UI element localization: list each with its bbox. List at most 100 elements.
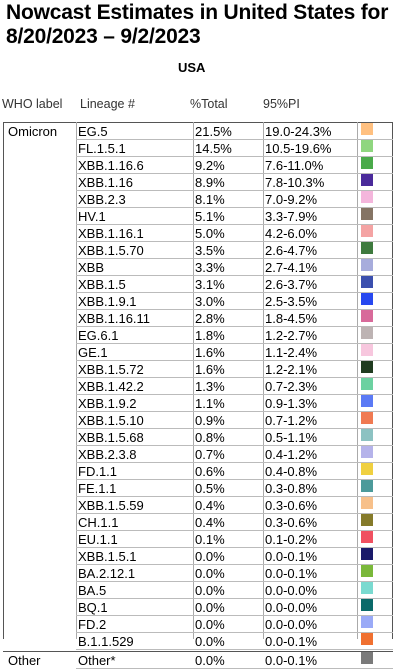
table-row: FD.2 0.0% 0.0-0.0% [76,616,393,633]
pct-total-cell: 0.0% [195,566,225,581]
color-swatch [361,327,373,339]
pct-total-cell: 1.6% [195,345,225,360]
lineage-cell: BQ.1 [78,600,108,615]
pi-cell: 2.6-3.7% [265,277,318,292]
color-swatch [361,174,373,186]
table-row: XBB.1.42.2 1.3% 0.7-2.3% [76,378,393,395]
pct-total-cell: 5.0% [195,226,225,241]
lineage-cell: XBB.1.42.2 [78,379,144,394]
color-swatch [361,276,373,288]
color-swatch [361,361,373,373]
header-lineage: Lineage # [80,97,135,111]
pct-total-cell: 0.6% [195,464,225,479]
lineage-cell: XBB.1.5.70 [78,243,144,258]
page-title: Nowcast Estimates in United States for 8… [6,1,389,48]
header-who-label: WHO label [2,97,63,111]
table-row: XBB.1.5.1 0.0% 0.0-0.1% [76,548,393,565]
pct-total-cell: 0.1% [195,532,225,547]
pi-cell: 0.0-0.1% [265,566,318,581]
pct-total-cell: 0.0% [195,600,225,615]
column-divider [263,122,264,639]
pi-cell: 1.8-4.5% [265,311,318,326]
column-divider [193,122,194,639]
table-row: XBB.1.5.70 3.5% 2.6-4.7% [76,242,393,259]
pi-cell: 0.3-0.6% [265,498,318,513]
pi-cell: 2.6-4.7% [265,243,318,258]
table-row: HV.1 5.1% 3.3-7.9% [76,208,393,225]
pct-total-cell: 0.0% [195,634,225,649]
color-swatch [361,293,373,305]
table-row: XBB.2.3 8.1% 7.0-9.2% [76,191,393,208]
color-swatch [361,412,373,424]
color-swatch [361,310,373,322]
table-row: XBB.1.9.2 1.1% 0.9-1.3% [76,395,393,412]
color-swatch [361,429,373,441]
who-label-omicron: Omicron [8,124,58,139]
color-swatch [361,123,373,135]
color-swatch [361,565,373,577]
region-label: USA [178,60,206,75]
table-row: GE.1 1.6% 1.1-2.4% [76,344,393,361]
lineage-cell: B.1.1.529 [78,634,134,649]
color-swatch [361,191,373,203]
pct-total-cell: 0.4% [195,515,225,530]
pi-cell: 0.9-1.3% [265,396,318,411]
color-swatch [361,599,373,611]
pi-cell: 7.0-9.2% [265,192,318,207]
pi-cell: 0.5-1.1% [265,430,318,445]
pi-cell: 0.0-0.0% [265,583,318,598]
color-swatch [361,395,373,407]
table-row: XBB.1.9.1 3.0% 2.5-3.5% [76,293,393,310]
pi-cell: 10.5-19.6% [265,141,332,156]
lineage-cell: EG.6.1 [78,328,119,343]
color-swatch [361,582,373,594]
lineage-cell: XBB.1.5.10 [78,413,144,428]
table-row: XBB.1.5.72 1.6% 1.2-2.1% [76,361,393,378]
lineage-cell: BA.5 [78,583,107,598]
lineage-cell: XBB.1.5.59 [78,498,144,513]
pi-cell: 1.2-2.1% [265,362,318,377]
table-row: XBB.1.16 8.9% 7.8-10.3% [76,174,393,191]
pct-total-cell: 9.2% [195,158,225,173]
lineage-cell: XBB.1.5 [78,277,126,292]
lineage-cell: XBB.1.16 [78,175,133,190]
pi-cell: 0.0-0.0% [265,617,318,632]
pct-total-cell: 1.1% [195,396,225,411]
pi-cell: 7.6-11.0% [265,158,324,173]
lineage-cell: XBB.1.5.1 [78,549,137,564]
lineage-cell: XBB.1.9.2 [78,396,137,411]
pct-total-cell: 8.1% [195,192,225,207]
table-row: XBB.2.3.8 0.7% 0.4-1.2% [76,446,393,463]
color-swatch [361,514,373,526]
lineage-cell: HV.1 [78,209,106,224]
column-divider [76,122,77,639]
color-swatch [361,225,373,237]
pct-total-cell: 0.5% [195,481,225,496]
pct-total-cell: 0.0% [195,583,225,598]
table-row: XBB.1.16.6 9.2% 7.6-11.0% [76,157,393,174]
pi-cell: 0.0-0.1% [265,549,318,564]
pi-cell: 0.1-0.2% [265,532,318,547]
lineage-cell: CH.1.1 [78,515,119,530]
table-row: EU.1.1 0.1% 0.1-0.2% [76,531,393,548]
lineage-cell: BA.2.12.1 [78,566,136,581]
table-row: Other* 0.0% 0.0-0.1% [76,652,393,669]
table-row: XBB.1.5.10 0.9% 0.7-1.2% [76,412,393,429]
pct-total-cell: 2.8% [195,311,225,326]
color-swatch [361,344,373,356]
pi-cell: 0.7-1.2% [265,413,318,428]
pi-cell: 0.3-0.6% [265,515,318,530]
lineage-cell: XBB.2.3 [78,192,126,207]
pi-cell: 0.0-0.1% [265,634,318,649]
pct-total-cell: 1.6% [195,362,225,377]
color-swatch [361,259,373,271]
lineage-cell: EG.5 [78,124,108,139]
color-swatch [361,616,373,628]
table-row: XBB.1.5 3.1% 2.6-3.7% [76,276,393,293]
lineage-cell: XBB.1.5.72 [78,362,144,377]
lineage-cell: FL.1.5.1 [78,141,126,156]
table-row: XBB.1.5.68 0.8% 0.5-1.1% [76,429,393,446]
table-row: EG.5 21.5% 19.0-24.3% [76,123,393,140]
pct-total-cell: 1.8% [195,328,225,343]
color-swatch [361,378,373,390]
